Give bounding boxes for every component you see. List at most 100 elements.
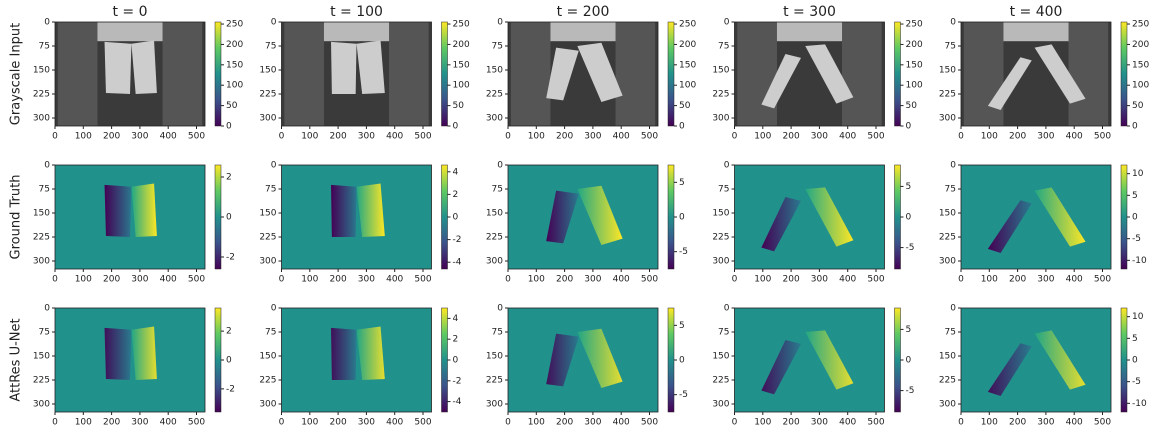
y-tick-label: 225	[259, 376, 276, 386]
x-tick-label: 400	[1066, 275, 1083, 285]
colorbar	[441, 307, 448, 413]
y-tick-label: 225	[33, 376, 50, 386]
y-tick-label: 225	[939, 233, 956, 243]
x-tick-label: 100	[75, 275, 92, 285]
x-tick-label: 300	[358, 132, 375, 142]
colorbar-tick-label: 200	[453, 40, 470, 50]
y-tick-label: 0	[497, 18, 503, 28]
axes-frame	[960, 164, 1112, 270]
x-tick-label: 300	[131, 418, 148, 426]
x-tick-label: 300	[131, 132, 148, 142]
colorbar-tick-label: 0	[226, 213, 232, 223]
y-tick-label: 225	[486, 90, 503, 100]
colorbar-tick-label: 50	[906, 101, 918, 111]
specimen	[987, 200, 1032, 253]
y-tick-label: 225	[712, 90, 729, 100]
colorbar-tick-label: 5	[906, 325, 912, 335]
colorbar-tick-label: -4	[453, 258, 462, 268]
x-tick-label: 400	[1066, 132, 1083, 142]
panel: 0 100 200 300 400 500 0 75 150 225 300 -2 0 2 AttRes U…	[9, 304, 235, 428]
x-tick-label: 100	[528, 275, 545, 285]
specimen	[805, 330, 854, 390]
colorbar-tick-label: 100	[1132, 81, 1149, 91]
y-tick-label: 0	[271, 161, 277, 171]
x-tick-label: 200	[556, 275, 573, 285]
specimen	[104, 327, 132, 380]
column-title: t = 200	[557, 4, 610, 20]
colorbar-tick-label: 100	[906, 81, 923, 91]
axes-frame	[281, 307, 432, 413]
colorbar-tick-label: 150	[906, 60, 923, 70]
y-tick-label: 225	[259, 90, 276, 100]
colorbar-tick-label: -5	[1132, 234, 1141, 244]
x-tick-label: 200	[556, 418, 573, 426]
x-tick-label: 300	[1037, 275, 1054, 285]
x-tick-label: 300	[584, 132, 601, 142]
colorbar	[214, 307, 222, 413]
y-tick-label: 0	[950, 18, 956, 28]
grip-left	[963, 22, 1004, 126]
x-tick-label: 300	[131, 275, 148, 285]
x-tick-label: 500	[1094, 132, 1111, 142]
x-tick-label: 500	[641, 132, 658, 142]
colorbar-tick-label: 0	[679, 213, 685, 223]
x-tick-label: 400	[160, 275, 177, 285]
axes-frame	[54, 307, 206, 413]
specimen	[104, 41, 132, 94]
y-tick-label: 0	[724, 18, 730, 28]
y-tick-label: 0	[271, 18, 277, 28]
y-tick-label: 75	[718, 185, 729, 195]
colorbar-tick-label: 200	[679, 40, 696, 50]
colorbar	[214, 164, 222, 270]
colorbar-tick-label: 5	[1132, 191, 1138, 201]
x-tick-label: 400	[613, 418, 630, 426]
specimen	[1034, 44, 1086, 104]
panel: 0 100 200 300 400 500 0 75 150 225 300 -4 -2 0 2 4	[259, 161, 461, 285]
panel: 0 100 200 300 400 500 0 75 150 225 300 -10 -5 0 5 10	[939, 161, 1147, 285]
colorbar-tick-label: 10	[1132, 312, 1144, 322]
y-tick-label: 75	[492, 185, 503, 195]
panel: 0 100 200 300 400 500075150225300050100150200…	[259, 4, 470, 142]
y-tick-label: 300	[712, 257, 729, 267]
x-tick-label: 200	[556, 132, 573, 142]
x-tick-label: 500	[867, 418, 884, 426]
x-tick-label: 400	[839, 275, 856, 285]
colorbar	[1120, 307, 1128, 413]
image-background	[508, 165, 658, 269]
x-tick-label: 200	[103, 418, 120, 426]
x-tick-label: 300	[584, 418, 601, 426]
colorbar	[667, 307, 675, 413]
colorbar-tick-label: -10	[1132, 256, 1147, 266]
specimen	[761, 197, 802, 252]
specimen	[577, 185, 623, 245]
x-tick-label: 200	[103, 275, 120, 285]
y-tick-label: 75	[718, 328, 729, 338]
column-title: t = 300	[783, 4, 836, 20]
x-tick-label: 300	[358, 275, 375, 285]
x-tick-label: 500	[1094, 418, 1111, 426]
colorbar-tick-label: 100	[226, 81, 243, 91]
x-tick-label: 500	[188, 418, 205, 426]
x-tick-label: 100	[981, 418, 998, 426]
y-tick-label: 0	[497, 304, 503, 314]
image-background	[961, 165, 1111, 269]
colorbar-tick-label: 0	[679, 122, 685, 132]
x-tick-label: 500	[414, 275, 431, 285]
x-tick-label: 0	[279, 132, 285, 142]
x-tick-label: 500	[641, 275, 658, 285]
panel: 0 100 200 300 400 500 0 75 150 225 300 -10 -5 0 5 10	[939, 304, 1147, 428]
panel: 0 100 200 300 400 500075150225300050100150200…	[9, 4, 244, 142]
x-tick-label: 200	[783, 418, 800, 426]
colorbar-tick-label: 2	[453, 190, 459, 200]
colorbar-tick-label: -5	[1132, 377, 1141, 387]
y-tick-label: 150	[712, 66, 729, 76]
y-tick-label: 300	[939, 257, 956, 267]
colorbar-tick-label: -2	[226, 384, 235, 394]
colorbar-tick-label: 50	[226, 101, 238, 111]
x-tick-label: 0	[958, 132, 964, 142]
colorbar-tick-label: 0	[906, 356, 912, 366]
axes-frame	[734, 164, 885, 270]
specimen-top	[776, 22, 843, 42]
x-tick-label: 400	[386, 132, 403, 142]
colorbar-tick-label: 2	[226, 173, 232, 183]
